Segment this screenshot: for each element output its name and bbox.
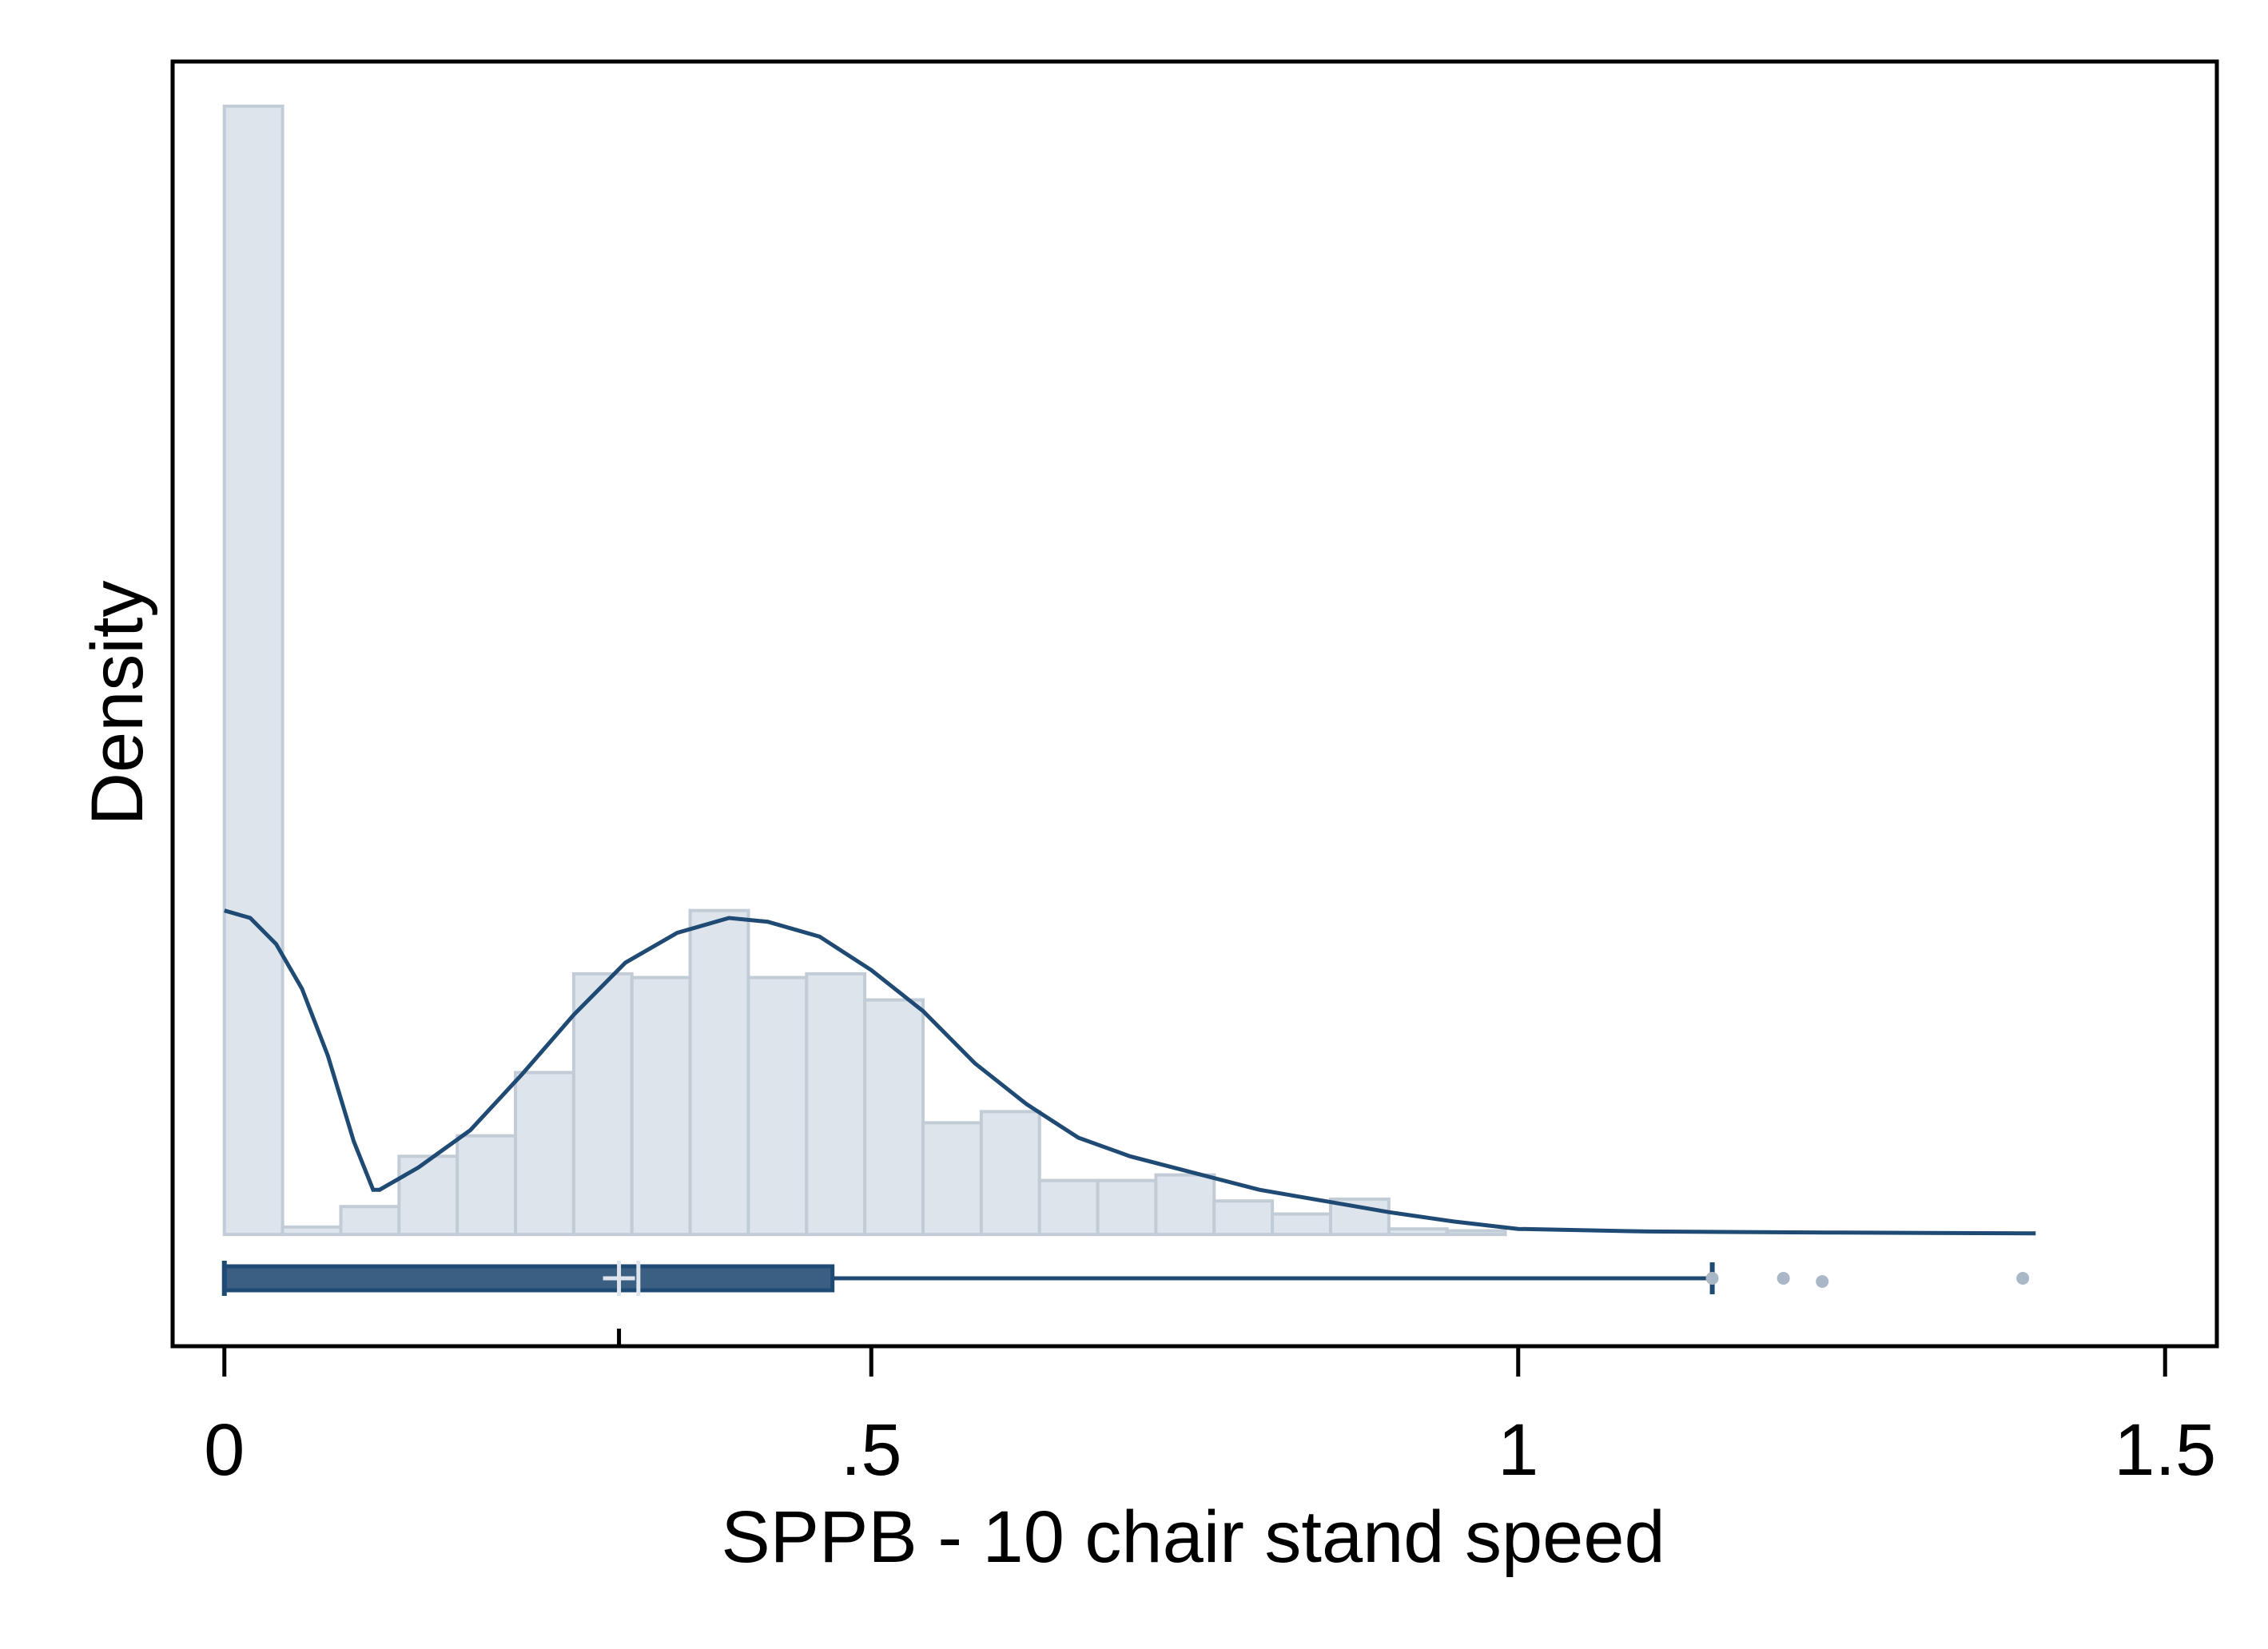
histogram-bar-1 <box>222 104 284 1237</box>
histogram-bars <box>222 104 1507 1237</box>
density-curve <box>224 908 2036 1236</box>
histogram-bar-22 <box>1445 1229 1507 1237</box>
boxplot-outlier-3 <box>1816 1275 1829 1288</box>
y-axis-label: Density <box>77 581 158 826</box>
histogram-bar-8 <box>630 975 692 1237</box>
plot-frame <box>170 59 2219 1349</box>
x-tick-label-1.5: 1.5 <box>2114 1409 2216 1491</box>
histogram-bar-4 <box>397 1154 460 1237</box>
histogram-bar-18 <box>1212 1199 1275 1237</box>
histogram-bar-6 <box>514 1071 575 1237</box>
histogram-bar-21 <box>1387 1227 1449 1237</box>
x-tick-label-.5: .5 <box>841 1409 902 1491</box>
x-tick-label-0: 0 <box>204 1409 245 1491</box>
x-tick-label-1: 1 <box>1498 1409 1538 1491</box>
histogram-bar-13 <box>921 1121 983 1237</box>
x-axis-label: SPPB - 10 chair stand speed <box>721 1496 1665 1578</box>
histogram-bar-10 <box>746 975 809 1237</box>
histogram-bar-5 <box>456 1134 518 1237</box>
boxplot-outlier-2 <box>1777 1272 1790 1285</box>
boxplot-outlier-1 <box>1705 1272 1719 1285</box>
histogram-bar-16 <box>1096 1178 1158 1237</box>
histogram-bar-15 <box>1037 1178 1100 1237</box>
x-axis-ticks: 0 .5 1 1.5 <box>204 1329 2216 1491</box>
histogram-bar-3 <box>339 1205 401 1237</box>
histogram-bar-7 <box>571 972 634 1237</box>
boxplot-outlier-4 <box>2016 1272 2030 1285</box>
boxplot <box>221 1261 2030 1296</box>
histogram-bar-17 <box>1154 1173 1216 1237</box>
histogram-bar-20 <box>1328 1197 1391 1237</box>
histogram-bar-9 <box>688 908 750 1237</box>
histogram-bar-14 <box>979 1110 1041 1237</box>
histogram-bar-11 <box>805 972 867 1237</box>
boxplot-box <box>222 1264 835 1293</box>
histogram-bar-2 <box>281 1225 343 1237</box>
histogram-bar-19 <box>1271 1212 1332 1237</box>
histogram-bar-12 <box>863 998 925 1237</box>
